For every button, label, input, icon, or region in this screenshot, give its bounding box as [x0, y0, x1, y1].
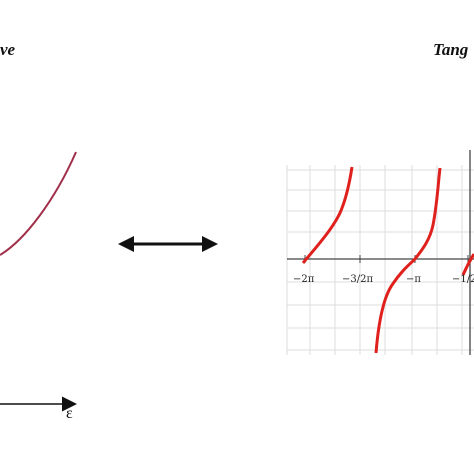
tangent-branch-left [301, 166, 354, 264]
tangent-branch-right [461, 253, 474, 276]
double-arrow [118, 236, 218, 252]
left-curve [0, 151, 77, 256]
tick-label-minus-3-2pi: −3/2π [342, 274, 373, 285]
tangent-branch-middle [374, 167, 442, 354]
left-panel-title: ve [0, 40, 16, 59]
epsilon-axis-label: ε [66, 405, 73, 422]
tick-label-minus-pi: −π [406, 274, 421, 285]
tick-label-minus-half-pi: −1/2π [452, 274, 474, 285]
right-panel-title: Tang [433, 40, 469, 59]
tick-label-minus-2pi: −2π [293, 274, 315, 285]
